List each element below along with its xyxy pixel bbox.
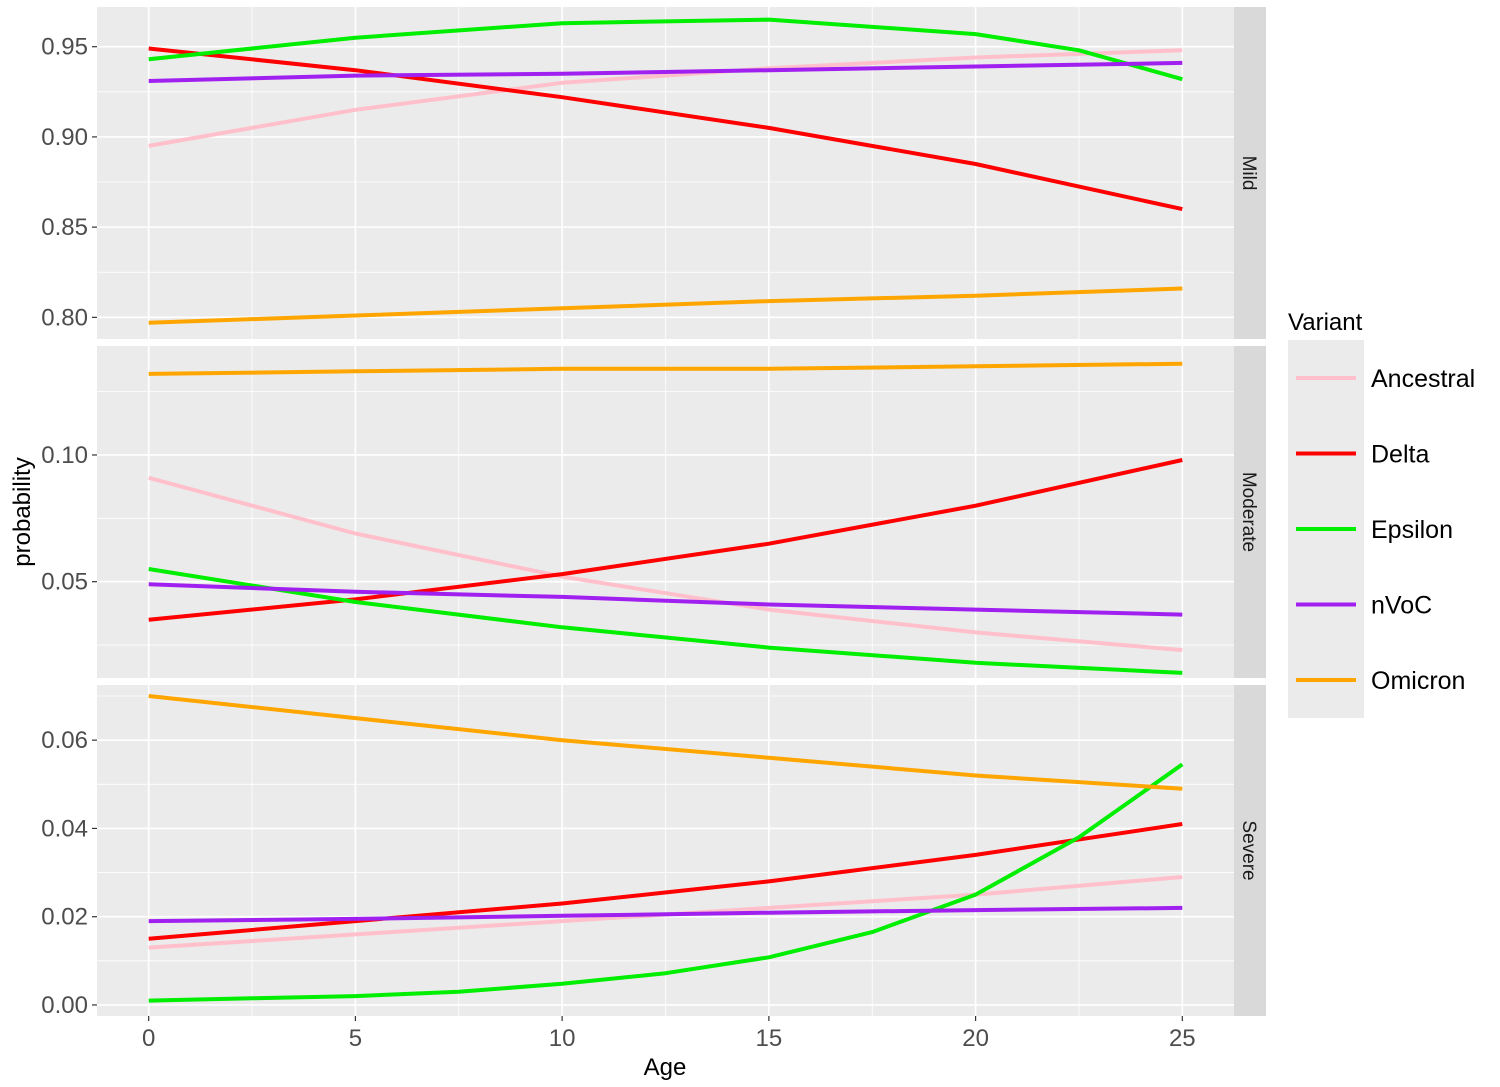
series-line-ancestral-moderate <box>148 475 1183 653</box>
series-line-epsilon-mild <box>148 17 1183 82</box>
legend: Variant Ancestral Delta Epsilon nVoC Omicron <box>1288 309 1475 718</box>
series-line-ancestral-mild <box>148 48 1183 148</box>
series-line-delta-mild <box>148 46 1183 212</box>
y-tick-label: 0.90 <box>41 124 88 151</box>
legend-label: Epsilon <box>1371 516 1453 544</box>
series-line-nvoc-moderate <box>148 582 1183 617</box>
legend-label: Omicron <box>1371 667 1465 695</box>
legend-item-delta: Delta <box>1296 441 1429 469</box>
y-tick-label: 0.05 <box>41 569 88 596</box>
legend-item-epsilon: Epsilon <box>1296 516 1453 544</box>
y-tick-label: 0.80 <box>41 304 88 331</box>
series-line-omicron-moderate <box>148 361 1183 376</box>
y-tick-label: 0.02 <box>41 904 88 931</box>
x-tick-label: 15 <box>756 1025 783 1052</box>
series-line-omicron-severe <box>148 694 1183 791</box>
facet-strip <box>1234 346 1266 678</box>
y-tick-label: 0.04 <box>41 815 88 842</box>
panels: 0.80 0.85 0.90 0.95 Mild 0.05 0.10 Moderate 0.00… <box>41 7 1266 1052</box>
panel-severe: 0.00 0.02 0.04 0.06 Severe <box>41 685 1266 1019</box>
legend-label: Ancestral <box>1371 365 1475 393</box>
legend-label: nVoC <box>1371 592 1432 620</box>
x-tick-label: 5 <box>349 1025 362 1052</box>
series-line-delta-severe <box>148 822 1183 941</box>
y-tick-label: 0.10 <box>41 442 88 469</box>
x-tick-label: 20 <box>962 1025 989 1052</box>
y-tick-label: 0.85 <box>41 214 88 241</box>
panel-mild: 0.80 0.85 0.90 0.95 Mild <box>41 7 1266 339</box>
series-line-epsilon-moderate <box>148 567 1183 675</box>
series-line-nvoc-severe <box>148 905 1183 924</box>
legend-label: Delta <box>1371 441 1429 469</box>
x-tick-label: 0 <box>142 1025 155 1052</box>
y-tick-label: 0.95 <box>41 34 88 61</box>
panel-moderate: 0.05 0.10 Moderate <box>41 346 1266 678</box>
legend-item-omicron: Omicron <box>1296 667 1465 695</box>
series-line-omicron-mild <box>148 286 1183 325</box>
legend-items: Ancestral Delta Epsilon nVoC Omicron <box>1296 365 1475 695</box>
legend-title: Variant <box>1288 309 1363 336</box>
facet-strip-label: Moderate <box>1238 472 1259 552</box>
x-tick-label: 10 <box>549 1025 576 1052</box>
legend-item-nvoc: nVoC <box>1296 592 1432 620</box>
y-axis-title: probability <box>9 457 36 566</box>
facet-strip <box>1234 7 1266 339</box>
x-axis: 0 5 10 15 20 25 <box>142 1016 1196 1052</box>
x-tick-label: 25 <box>1169 1025 1196 1052</box>
series-line-nvoc-mild <box>148 60 1183 83</box>
facet-strip-label: Mild <box>1238 156 1259 191</box>
legend-item-ancestral: Ancestral <box>1296 365 1475 393</box>
facet-strip <box>1234 685 1266 1016</box>
y-tick-label: 0.00 <box>41 992 88 1019</box>
series-line-epsilon-severe <box>148 762 1184 1003</box>
x-axis-title: Age <box>644 1054 687 1081</box>
series-line-delta-moderate <box>148 458 1183 622</box>
facet-strip-label: Severe <box>1238 820 1259 880</box>
y-tick-label: 0.06 <box>41 727 88 754</box>
